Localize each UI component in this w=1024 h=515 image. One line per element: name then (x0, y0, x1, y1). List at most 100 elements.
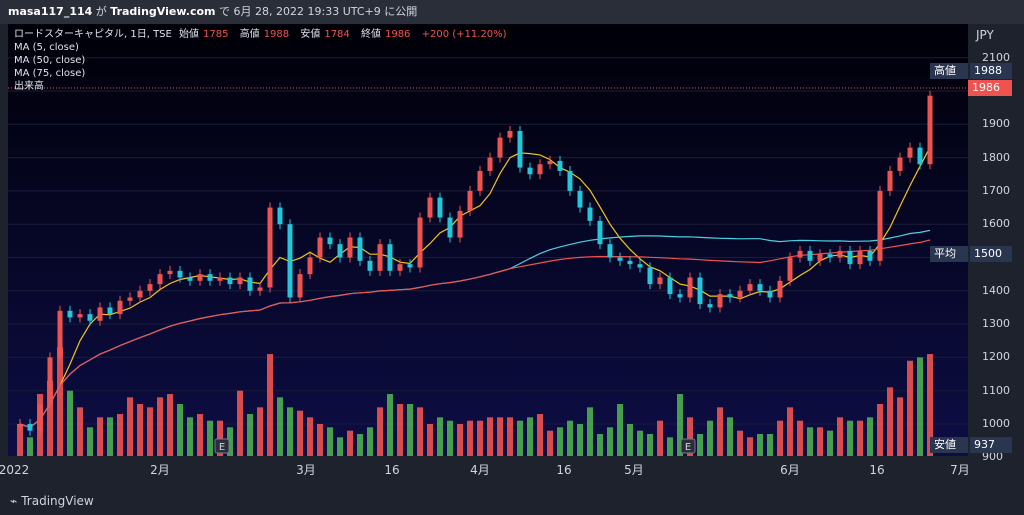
candle-body (747, 284, 753, 291)
volume-bar (67, 390, 73, 456)
volume-bar (277, 397, 283, 456)
price-tick-label: 1200 (982, 350, 1010, 364)
candle-body (507, 130, 513, 138)
volume-bar (87, 427, 93, 456)
ma50-legend[interactable]: MA (50, close) (14, 55, 86, 66)
candle-body (97, 307, 103, 321)
candle-body (647, 267, 653, 285)
volume-bar (797, 420, 803, 456)
volume-bar (247, 414, 253, 456)
change-value: +200 (+11.20%) (421, 29, 507, 40)
platform-name[interactable]: TradingView.com (110, 5, 216, 18)
volume-bar (437, 417, 443, 456)
candle-body (297, 274, 303, 298)
candle-body (727, 294, 733, 298)
symbol-title[interactable]: ロードスターキャピタル, 1日, TSE (14, 29, 172, 40)
high-tag-value: 1988 (970, 63, 1012, 79)
candle-body (827, 254, 833, 258)
candle-body (187, 277, 193, 281)
low-tag-label: 安値 (930, 437, 968, 453)
volume-bar (757, 433, 763, 456)
price-tick-label: 900 (982, 450, 1003, 464)
volume-bar (157, 397, 163, 456)
candle-body (477, 170, 483, 191)
volume-bar (427, 424, 433, 456)
candle-body (817, 254, 823, 261)
volume-bar (167, 394, 173, 456)
high-tag-label: 高値 (930, 63, 968, 79)
time-tick-label: 6月 (780, 463, 800, 477)
author-name[interactable]: masa117_114 (8, 5, 93, 18)
ma75-legend[interactable]: MA (75, close) (14, 68, 86, 79)
avg-tag-label: 平均 (930, 246, 968, 262)
volume-bar (857, 420, 863, 456)
volume-bar (327, 427, 333, 456)
candle-body (27, 424, 33, 431)
volume-bar (597, 433, 603, 456)
volume-bar (777, 420, 783, 456)
candle-body (227, 277, 233, 285)
volume-bar (107, 417, 113, 456)
volume-bar (637, 430, 643, 456)
volume-bar (417, 407, 423, 456)
candle-body (807, 250, 813, 261)
volume-legend[interactable]: 出来高 (14, 81, 44, 92)
candle-body (387, 244, 393, 271)
high-label: 高値 (239, 29, 260, 40)
price-tick-label: 1300 (982, 317, 1010, 331)
price-tick-label: 1400 (982, 283, 1010, 297)
candle-body (897, 157, 903, 171)
low-value: 1784 (324, 29, 350, 40)
time-axis: 2022 2月 3月 16 4月 16 5月 6月 16 7月 (0, 456, 1024, 487)
price-tick-label: 1100 (982, 383, 1010, 397)
volume-bar (717, 407, 723, 456)
candle-body (857, 250, 863, 265)
candle-body (207, 274, 213, 281)
price-tick-label: 1900 (982, 117, 1010, 131)
volume-bar (727, 417, 733, 456)
close-label: 終値 (360, 29, 381, 40)
volume-bar (397, 404, 403, 456)
footer-brand[interactable]: TradingView (21, 494, 94, 508)
currency-label: JPY (976, 28, 994, 42)
candle-body (197, 274, 203, 281)
volume-bar (47, 380, 53, 456)
candle-body (717, 294, 723, 308)
volume-bar (177, 404, 183, 456)
volume-bar (237, 390, 243, 456)
volume-bar (847, 420, 853, 456)
volume-bar (377, 407, 383, 456)
candle-body (237, 277, 243, 285)
volume-bar (917, 357, 923, 456)
volume-bar (807, 427, 813, 456)
candle-body (397, 264, 403, 271)
candle-body (17, 424, 23, 428)
candle-body (357, 237, 363, 261)
volume-bar (477, 420, 483, 456)
candle-body (907, 147, 913, 158)
candle-body (527, 167, 533, 175)
candle-body (37, 404, 43, 431)
volume-bar (337, 437, 343, 456)
time-tick-label: 7月 (950, 463, 970, 477)
candle-body (657, 277, 663, 285)
volume-bar (387, 394, 393, 456)
volume-bar (447, 420, 453, 456)
volume-bar (867, 417, 873, 456)
candle-body (257, 287, 263, 291)
volume-bar (487, 417, 493, 456)
time-tick-label: 16 (384, 463, 399, 477)
volume-bar (227, 427, 233, 456)
volume-bar (97, 417, 103, 456)
volume-bar (647, 433, 653, 456)
low-label: 安値 (300, 29, 321, 40)
candle-body (557, 160, 563, 171)
candle-body (447, 217, 453, 238)
candle-body (687, 277, 693, 298)
candle-body (837, 250, 843, 258)
volume-bar (577, 424, 583, 456)
ma5-legend[interactable]: MA (5, close) (14, 42, 79, 53)
candle-body (707, 304, 713, 308)
tradingview-logo-icon[interactable]: ⌁ (10, 494, 18, 508)
